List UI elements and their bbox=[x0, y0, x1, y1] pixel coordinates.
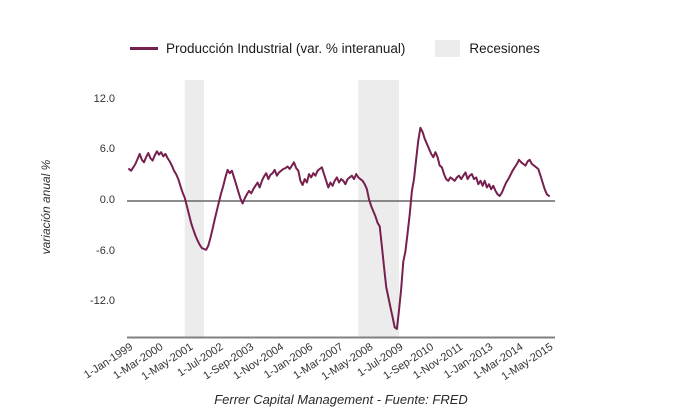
y-tick-label: -6.0 bbox=[96, 244, 115, 257]
recession-band bbox=[184, 80, 204, 338]
source-caption: Ferrer Capital Management - Fuente: FRED bbox=[214, 392, 468, 407]
y-tick-label: 6.0 bbox=[99, 143, 115, 156]
recessions-legend-label: Recesiones bbox=[469, 40, 540, 56]
series-legend-label: Producción Industrial (var. % interanual… bbox=[166, 40, 406, 56]
recession-band bbox=[358, 80, 399, 338]
recession-band-swatch bbox=[435, 39, 461, 57]
y-tick-label: -12.0 bbox=[89, 295, 115, 307]
y-tick-label: 12.0 bbox=[93, 92, 115, 105]
industrial-production-line bbox=[128, 126, 550, 330]
series-line-swatch bbox=[130, 46, 158, 50]
chart-legend: Producción Industrial (var. % interanual… bbox=[130, 39, 540, 57]
y-tick-label: 0.0 bbox=[99, 194, 115, 206]
